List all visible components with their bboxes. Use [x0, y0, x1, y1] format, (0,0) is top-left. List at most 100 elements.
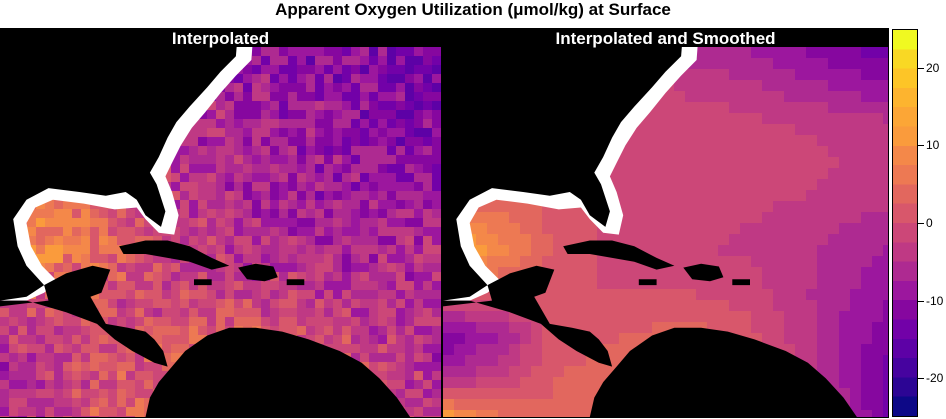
- heatmap-cell: [396, 47, 406, 57]
- heatmap-cell: [387, 236, 397, 246]
- heatmap-cell: [542, 366, 554, 378]
- heatmap-cell: [707, 179, 719, 191]
- heatmap-cell: [850, 300, 862, 312]
- heatmap-cell: [564, 366, 576, 378]
- heatmap-cell: [740, 157, 752, 169]
- heatmap-cell: [387, 344, 397, 354]
- heatmap-cell: [729, 322, 741, 334]
- heatmap-cell: [135, 254, 145, 264]
- heatmap-cell: [342, 119, 352, 129]
- heatmap-cell: [773, 190, 785, 202]
- heatmap-cell: [414, 218, 424, 228]
- heatmap-cell: [252, 191, 262, 201]
- heatmap-cell: [652, 322, 664, 334]
- heatmap-cell: [586, 300, 598, 312]
- heatmap-cell: [405, 182, 415, 192]
- heatmap-cell: [162, 362, 172, 372]
- heatmap-cell: [378, 308, 388, 318]
- heatmap-cell: [90, 371, 100, 381]
- heatmap-cell: [297, 173, 307, 183]
- heatmap-cell: [180, 281, 190, 291]
- heatmap-cell: [171, 173, 181, 183]
- heatmap-cell: [90, 380, 100, 390]
- heatmap-cell: [63, 398, 73, 408]
- heatmap-cell: [718, 157, 730, 169]
- heatmap-cell: [270, 182, 280, 192]
- heatmap-cell: [432, 146, 441, 156]
- heatmap-cell: [342, 182, 352, 192]
- heatmap-cell: [54, 326, 64, 336]
- heatmap-cell: [387, 110, 397, 120]
- heatmap-cell: [360, 191, 370, 201]
- heatmap-cell: [297, 110, 307, 120]
- heatmap-cell: [718, 201, 730, 213]
- heatmap-cell: [342, 74, 352, 84]
- heatmap-cell: [432, 74, 441, 84]
- heatmap-cell: [162, 335, 172, 345]
- heatmap-cell: [189, 128, 199, 138]
- heatmap-cell: [189, 317, 199, 327]
- heatmap-cell: [360, 47, 370, 57]
- heatmap-cell: [225, 209, 235, 219]
- heatmap-cell: [216, 236, 226, 246]
- heatmap-cell: [396, 173, 406, 183]
- heatmap-cell: [773, 256, 785, 268]
- heatmap-cell: [414, 344, 424, 354]
- heatmap-cell: [108, 290, 118, 300]
- heatmap-cell: [414, 47, 424, 57]
- heatmap-cell: [198, 200, 208, 210]
- heatmap-cell: [36, 209, 46, 219]
- heatmap-cell: [619, 344, 631, 356]
- heatmap-cell: [828, 91, 840, 103]
- heatmap-cell: [432, 182, 441, 192]
- heatmap-cell: [126, 380, 136, 390]
- heatmap-cell: [207, 191, 217, 201]
- heatmap-cell: [252, 155, 262, 165]
- heatmap-cell: [564, 223, 576, 235]
- heatmap-cell: [405, 371, 415, 381]
- heatmap-cell: [718, 113, 730, 125]
- heatmap-cell: [740, 300, 752, 312]
- heatmap-cell: [641, 245, 653, 257]
- heatmap-cell: [81, 209, 91, 219]
- heatmap-cell: [387, 182, 397, 192]
- heatmap-cell: [324, 254, 334, 264]
- heatmap-cell: [63, 317, 73, 327]
- heatmap-cell: [342, 344, 352, 354]
- heatmap-cell: [396, 200, 406, 210]
- heatmap-cell: [378, 353, 388, 363]
- heatmap-cell: [162, 254, 172, 264]
- heatmap-cell: [652, 267, 664, 279]
- heatmap-cell: [243, 137, 253, 147]
- landmass: [563, 240, 675, 270]
- heatmap-cell: [630, 267, 642, 279]
- heatmap-cell: [297, 317, 307, 327]
- heatmap-cell: [225, 83, 235, 93]
- heatmap-cell: [751, 333, 763, 345]
- heatmap-cell: [414, 200, 424, 210]
- heatmap-cell: [542, 300, 554, 312]
- heatmap-cell: [333, 245, 343, 255]
- heatmap-cell: [663, 256, 675, 268]
- heatmap-cell: [378, 272, 388, 282]
- heatmap-cell: [795, 333, 807, 345]
- heatmap-cell: [369, 128, 379, 138]
- heatmap-cell: [333, 344, 343, 354]
- heatmap-cell: [351, 263, 361, 273]
- heatmap-cell: [839, 366, 851, 378]
- heatmap-cell: [773, 146, 785, 158]
- heatmap-cell: [883, 179, 888, 191]
- heatmap-cell: [63, 344, 73, 354]
- heatmap-cell: [198, 164, 208, 174]
- heatmap-cell: [396, 398, 406, 408]
- heatmap-cell: [369, 263, 379, 273]
- heatmap-cell: [189, 335, 199, 345]
- heatmap-cell: [27, 335, 37, 345]
- heatmap-cell: [685, 278, 697, 290]
- heatmap-cell: [432, 263, 441, 273]
- heatmap-cell: [387, 155, 397, 165]
- heatmap-cell: [872, 80, 884, 92]
- heatmap-cell: [270, 254, 280, 264]
- heatmap-cell: [117, 299, 127, 309]
- heatmap-cell: [872, 289, 884, 301]
